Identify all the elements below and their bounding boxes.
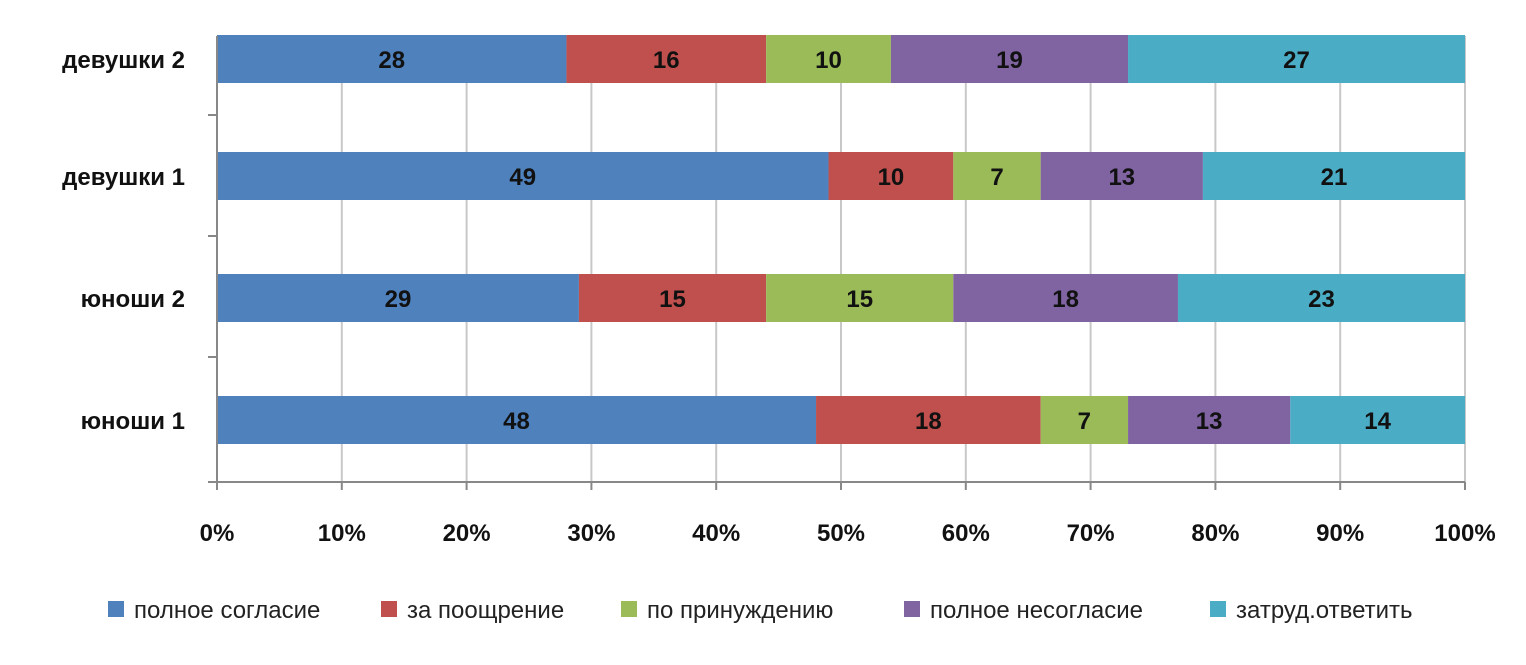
data-label: 16 [653,47,680,74]
bar-segment [890,35,1129,83]
bar-segment [1128,35,1465,83]
data-label: 28 [378,47,405,74]
bar-segment [217,152,829,200]
data-label: 29 [385,286,412,313]
legend-swatch [904,601,920,617]
category-label: юноши 1 [81,408,185,435]
bar-segment [217,35,567,83]
axes [208,36,1466,490]
legend-swatch [1210,601,1226,617]
x-tick-label: 10% [318,520,366,547]
bar-segment [1128,396,1291,444]
x-tick-label: 100% [1434,520,1495,547]
bar-segment [1202,152,1465,200]
bar-segment [766,35,891,83]
data-label: 10 [815,47,842,74]
legend-label: за поощрение [407,597,564,624]
bar-segment [1290,396,1465,444]
bar-segment [953,152,1041,200]
data-label: 48 [503,408,530,435]
legend-label: полное согласие [134,597,320,624]
legend-swatch [621,601,637,617]
bar-segment [578,274,767,322]
bar-segment [217,396,817,444]
bar-segment [566,35,767,83]
x-tick-label: 60% [942,520,990,547]
legend-label: полное несогласие [930,597,1143,624]
legend-swatch [381,601,397,617]
data-label: 23 [1308,286,1335,313]
bars: 28 16 10 19 27 49 10 7 13 21 29 15 15 18 23 48 18 7 13 14 [217,35,1465,444]
data-label: 15 [659,286,686,313]
bar-segment [816,396,1041,444]
category-label: юноши 2 [81,286,185,313]
x-tick-label: 40% [692,520,740,547]
category-label: девушки 1 [62,164,185,191]
data-label: 19 [996,47,1023,74]
x-tick-label: 80% [1191,520,1239,547]
data-label: 7 [1078,408,1091,435]
bar-segment [1040,396,1129,444]
data-label: 18 [1052,286,1079,313]
bar-segment [1177,274,1465,322]
x-tick-labels: 0% 10% 20% 30% 40% 50% 60% 70% 80% 90% 100% [200,520,1496,547]
x-tick-label: 20% [443,520,491,547]
x-tick-label: 90% [1316,520,1364,547]
data-label: 14 [1364,408,1391,435]
category-label: девушки 2 [62,47,185,74]
data-label: 27 [1283,47,1310,74]
data-label: 13 [1108,164,1135,191]
bar-segment [766,274,954,322]
data-label: 15 [846,286,873,313]
legend-label: по принуждению [647,597,833,624]
data-label: 7 [990,164,1003,191]
legend-label: затруд.ответить [1236,597,1413,624]
data-label: 18 [915,408,942,435]
legend: полное согласие за поощрение по принуждени… [108,597,1413,624]
category-labels: девушки 2 девушки 1 юноши 2 юноши 1 [62,47,185,435]
data-label: 13 [1196,408,1223,435]
x-tick-label: 0% [200,520,235,547]
x-tick-label: 70% [1067,520,1115,547]
bar-segment [217,274,579,322]
data-label: 21 [1321,164,1348,191]
x-tick-label: 50% [817,520,865,547]
data-label: 10 [878,164,905,191]
x-tick-label: 30% [567,520,615,547]
legend-swatch [108,601,124,617]
bar-segment [953,274,1178,322]
data-label: 49 [509,164,536,191]
bar-segment [1040,152,1203,200]
bar-segment [828,152,954,200]
